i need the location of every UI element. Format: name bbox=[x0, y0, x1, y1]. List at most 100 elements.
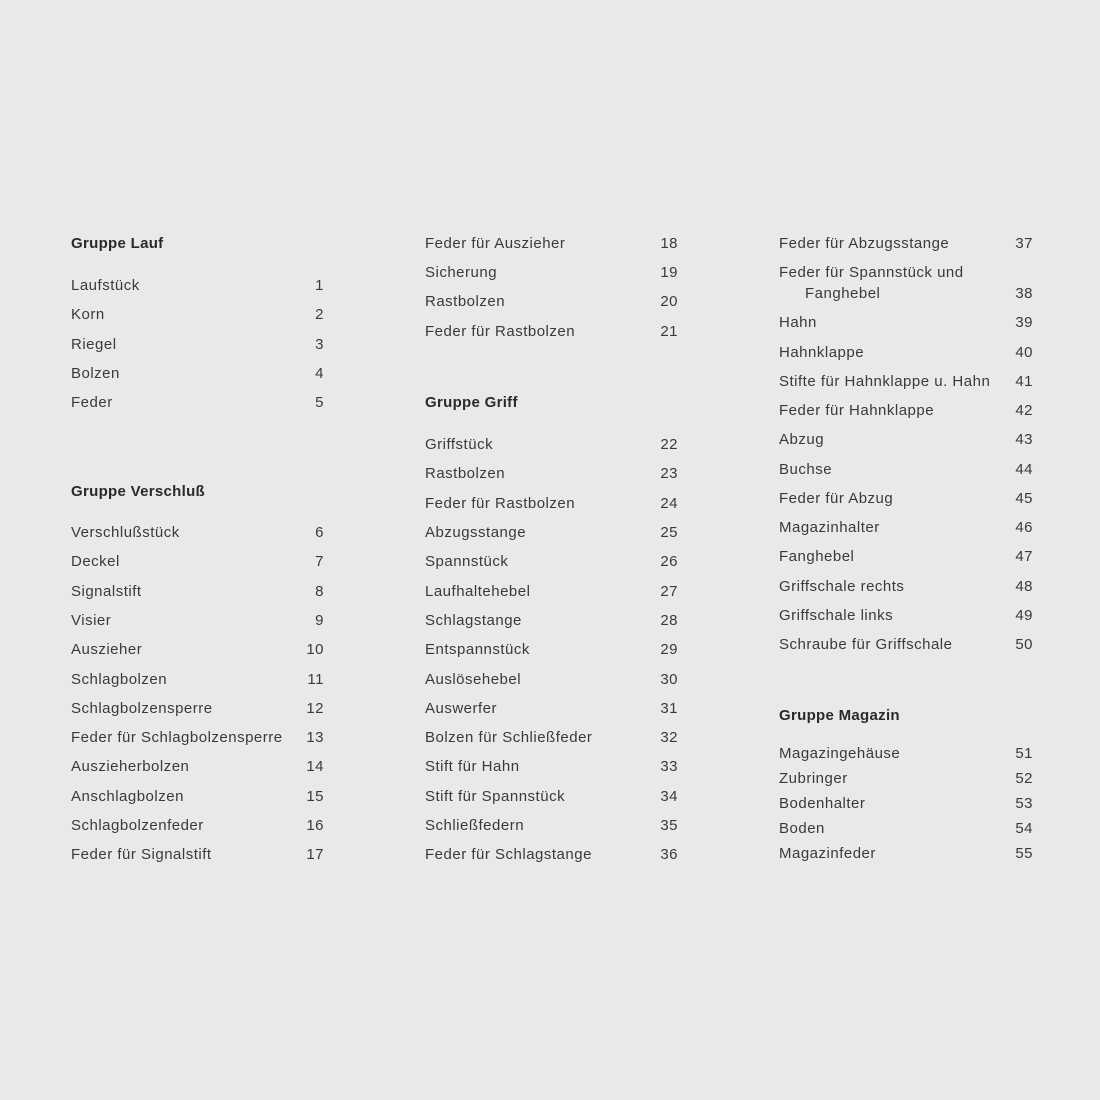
part-name: Schlagbolzen bbox=[71, 671, 168, 688]
part-name: Bolzen bbox=[71, 365, 120, 382]
part-name: Feder für Spannstück und bbox=[779, 264, 964, 281]
part-list-item: Bolzen 4 bbox=[71, 364, 324, 384]
part-number: 32 bbox=[660, 729, 678, 746]
part-name: Magazinfeder bbox=[779, 845, 876, 862]
part-name: Zubringer bbox=[779, 770, 848, 787]
part-list-item: Sicherung 19 bbox=[425, 263, 678, 283]
part-number: 7 bbox=[315, 553, 324, 570]
part-list-item: Feder für Auszieher 18 bbox=[425, 234, 678, 254]
part-number: 27 bbox=[660, 583, 678, 600]
part-number: 44 bbox=[1015, 461, 1033, 478]
part-list-item: Feder für Hahnklappe 42 bbox=[779, 401, 1033, 421]
part-name: Spannstück bbox=[425, 553, 509, 570]
part-number: 28 bbox=[660, 612, 678, 629]
part-list-item: Feder für Rastbolzen 21 bbox=[425, 322, 678, 342]
part-list-item: Griffschale rechts 48 bbox=[779, 577, 1033, 597]
section-heading: Gruppe Magazin bbox=[779, 707, 900, 724]
part-number: 2 bbox=[315, 306, 324, 323]
part-name: Rastbolzen bbox=[425, 293, 506, 310]
part-list-item: Korn 2 bbox=[71, 305, 324, 325]
part-name: Schlagbolzenfeder bbox=[71, 817, 204, 834]
part-list-item: Schlagbolzen 11 bbox=[71, 670, 324, 690]
part-number: 6 bbox=[315, 524, 324, 541]
part-name: Bolzen für Schließfeder bbox=[425, 729, 593, 746]
part-name: Bodenhalter bbox=[779, 795, 866, 812]
part-number: 17 bbox=[306, 846, 324, 863]
part-list-item: Auszieher 10 bbox=[71, 640, 324, 660]
part-number: 13 bbox=[306, 729, 324, 746]
part-list-item: Stift für Hahn 33 bbox=[425, 757, 678, 777]
part-name: Boden bbox=[779, 820, 825, 837]
part-list-item: Spannstück 26 bbox=[425, 552, 678, 572]
part-name: Feder für Schlagstange bbox=[425, 846, 592, 863]
part-list-item: Abzug 43 bbox=[779, 430, 1033, 450]
part-name: Schlagbolzensperre bbox=[71, 700, 213, 717]
part-list-item: Auslösehebel 30 bbox=[425, 670, 678, 690]
part-list-item: Riegel 3 bbox=[71, 335, 324, 355]
part-list-item: Laufstück 1 bbox=[71, 276, 324, 296]
part-number: 8 bbox=[315, 583, 324, 600]
part-list-item: Magazingehäuse 51 bbox=[779, 744, 1033, 764]
part-name: Feder für Signalstift bbox=[71, 846, 212, 863]
part-name: Feder für Abzug bbox=[779, 490, 894, 507]
part-name: Feder für Rastbolzen bbox=[425, 495, 576, 512]
part-number: 3 bbox=[315, 336, 324, 353]
part-name: Stift für Hahn bbox=[425, 758, 520, 775]
part-number: 24 bbox=[660, 495, 678, 512]
part-list-item: Feder für Schlagstange 36 bbox=[425, 845, 678, 865]
part-list-item: Laufhaltehebel 27 bbox=[425, 582, 678, 602]
part-list-item: Feder für Abzug 45 bbox=[779, 489, 1033, 509]
part-name: Schraube für Griffschale bbox=[779, 636, 953, 653]
part-number: 22 bbox=[660, 436, 678, 453]
part-list-item: Magazinfeder 55 bbox=[779, 844, 1033, 864]
part-number: 15 bbox=[306, 788, 324, 805]
part-list-item: Deckel 7 bbox=[71, 552, 324, 572]
part-name: Visier bbox=[71, 612, 112, 629]
part-list-item: Auswerfer 31 bbox=[425, 699, 678, 719]
part-list-item: Entspannstück 29 bbox=[425, 640, 678, 660]
part-list-item: Zubringer 52 bbox=[779, 769, 1033, 789]
part-number: 14 bbox=[306, 758, 324, 775]
part-number: 35 bbox=[660, 817, 678, 834]
part-list-item: Abzugsstange 25 bbox=[425, 523, 678, 543]
part-name: Griffschale rechts bbox=[779, 578, 905, 595]
part-number: 30 bbox=[660, 671, 678, 688]
part-list-item: Buchse 44 bbox=[779, 460, 1033, 480]
part-number: 10 bbox=[306, 641, 324, 658]
part-name: Griffstück bbox=[425, 436, 494, 453]
part-name: Magazinhalter bbox=[779, 519, 880, 536]
part-name: Griffschale links bbox=[779, 607, 894, 624]
part-list-item: Bolzen für Schließfeder 32 bbox=[425, 728, 678, 748]
part-list-item: Stifte für Hahnklappe u. Hahn 41 bbox=[779, 372, 1033, 392]
part-list-item: Feder für Rastbolzen 24 bbox=[425, 494, 678, 514]
part-number: 19 bbox=[660, 264, 678, 281]
part-number: 46 bbox=[1015, 519, 1033, 536]
part-number: 31 bbox=[660, 700, 678, 717]
part-number: 21 bbox=[660, 323, 678, 340]
part-list-item: Schlagbolzensperre 12 bbox=[71, 699, 324, 719]
part-number: 18 bbox=[660, 235, 678, 252]
part-list-item: Magazinhalter 46 bbox=[779, 518, 1033, 538]
section-heading: Gruppe Verschluß bbox=[71, 483, 205, 500]
part-list-item: Feder 5 bbox=[71, 393, 324, 413]
part-name: Schlagstange bbox=[425, 612, 522, 629]
part-list-item: Schlagbolzenfeder 16 bbox=[71, 816, 324, 836]
part-number: 43 bbox=[1015, 431, 1033, 448]
part-number: 53 bbox=[1015, 795, 1033, 812]
part-list-item: Feder für Signalstift 17 bbox=[71, 845, 324, 865]
part-list-item: Rastbolzen 23 bbox=[425, 464, 678, 484]
part-name: Hahnklappe bbox=[779, 344, 865, 361]
part-number: 23 bbox=[660, 465, 678, 482]
part-number: 39 bbox=[1015, 314, 1033, 331]
part-name: Verschlußstück bbox=[71, 524, 180, 541]
section-heading: Gruppe Griff bbox=[425, 394, 518, 411]
part-number: 51 bbox=[1015, 745, 1033, 762]
part-number: 38 bbox=[1015, 285, 1033, 302]
part-name: Riegel bbox=[71, 336, 117, 353]
part-name: Buchse bbox=[779, 461, 833, 478]
part-name: Feder für Hahnklappe bbox=[779, 402, 935, 419]
part-name: Korn bbox=[71, 306, 105, 323]
part-number: 4 bbox=[315, 365, 324, 382]
part-name: Stift für Spannstück bbox=[425, 788, 566, 805]
part-name: Laufstück bbox=[71, 277, 140, 294]
